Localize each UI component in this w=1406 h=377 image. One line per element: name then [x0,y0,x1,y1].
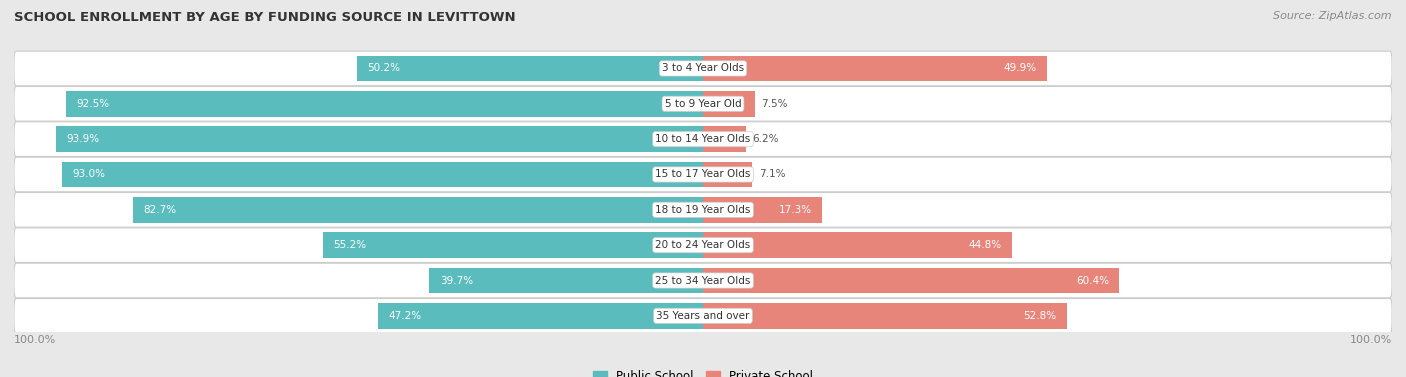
Text: 47.2%: 47.2% [388,311,422,321]
Text: 39.7%: 39.7% [440,276,472,285]
Text: 10 to 14 Year Olds: 10 to 14 Year Olds [655,134,751,144]
Text: 5 to 9 Year Old: 5 to 9 Year Old [665,99,741,109]
FancyBboxPatch shape [14,86,1392,121]
Text: 92.5%: 92.5% [76,99,110,109]
FancyBboxPatch shape [14,228,1392,262]
Text: 52.8%: 52.8% [1024,311,1056,321]
Legend: Public School, Private School: Public School, Private School [588,366,818,377]
Bar [378,303,703,329]
Bar [429,268,703,293]
Text: 7.1%: 7.1% [759,170,786,179]
Bar [703,162,752,187]
Text: 82.7%: 82.7% [143,205,177,215]
Text: 100.0%: 100.0% [1350,335,1392,345]
Text: 20 to 24 Year Olds: 20 to 24 Year Olds [655,240,751,250]
Text: 44.8%: 44.8% [969,240,1001,250]
Text: 18 to 19 Year Olds: 18 to 19 Year Olds [655,205,751,215]
Text: 17.3%: 17.3% [779,205,811,215]
Bar [134,197,703,222]
Text: 100.0%: 100.0% [14,335,56,345]
Text: 25 to 34 Year Olds: 25 to 34 Year Olds [655,276,751,285]
Text: 93.0%: 93.0% [73,170,105,179]
Bar [323,233,703,258]
Bar [56,126,703,152]
Bar [62,162,703,187]
Text: 50.2%: 50.2% [367,63,401,74]
FancyBboxPatch shape [14,193,1392,227]
FancyBboxPatch shape [14,263,1392,298]
Bar [703,268,1119,293]
Bar [357,56,703,81]
Bar [703,233,1012,258]
Bar [703,56,1047,81]
Text: 7.5%: 7.5% [762,99,787,109]
Text: 3 to 4 Year Olds: 3 to 4 Year Olds [662,63,744,74]
Bar [703,303,1067,329]
Text: Source: ZipAtlas.com: Source: ZipAtlas.com [1274,11,1392,21]
Text: 60.4%: 60.4% [1076,276,1109,285]
Text: SCHOOL ENROLLMENT BY AGE BY FUNDING SOURCE IN LEVITTOWN: SCHOOL ENROLLMENT BY AGE BY FUNDING SOUR… [14,11,516,24]
Text: 15 to 17 Year Olds: 15 to 17 Year Olds [655,170,751,179]
FancyBboxPatch shape [14,299,1392,333]
Bar [66,91,703,116]
Text: 55.2%: 55.2% [333,240,366,250]
Bar [703,126,745,152]
FancyBboxPatch shape [14,157,1392,192]
Text: 6.2%: 6.2% [752,134,779,144]
Text: 35 Years and over: 35 Years and over [657,311,749,321]
Bar [703,91,755,116]
Bar [703,197,823,222]
FancyBboxPatch shape [14,51,1392,86]
Text: 93.9%: 93.9% [66,134,100,144]
FancyBboxPatch shape [14,122,1392,156]
Text: 49.9%: 49.9% [1004,63,1036,74]
